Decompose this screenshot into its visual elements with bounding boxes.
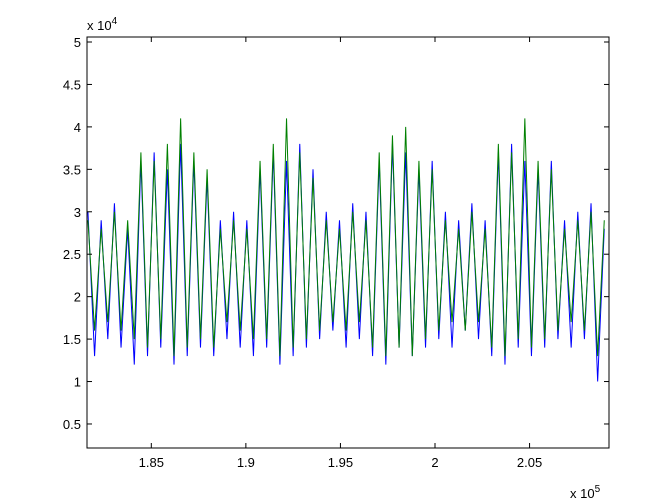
y-tick-label: 4 [74,120,81,135]
x-tick-label: 2.05 [517,455,542,470]
y-exponent: x 104 [87,16,118,33]
y-exponent-base: x 10 [87,18,112,33]
axes-box [86,36,610,449]
y-tick-label: 2 [74,290,81,305]
x-tick-label: 1.85 [139,455,164,470]
x-tick-label: 1.9 [237,455,255,470]
y-exponent-power: 4 [112,16,118,27]
y-tick-label: 4.5 [63,77,81,92]
y-tick-label: 1.5 [63,332,81,347]
y-tick-label: 3 [74,205,81,220]
y-tick-label: 3.5 [63,162,81,177]
y-tick-label: 2.5 [63,247,81,262]
y-tick-label: 0.5 [63,417,81,432]
x-exponent-base: x 10 [570,486,595,501]
x-tick-label: 2 [431,455,438,470]
series-line [87,118,605,357]
y-tick-label: 5 [74,35,81,50]
y-tick-label: 1 [74,375,81,390]
x-tick-label: 1.95 [328,455,353,470]
plot-area [87,118,605,382]
series-line [87,143,605,382]
x-exponent: x 105 [570,484,601,501]
x-exponent-power: 5 [595,484,601,495]
